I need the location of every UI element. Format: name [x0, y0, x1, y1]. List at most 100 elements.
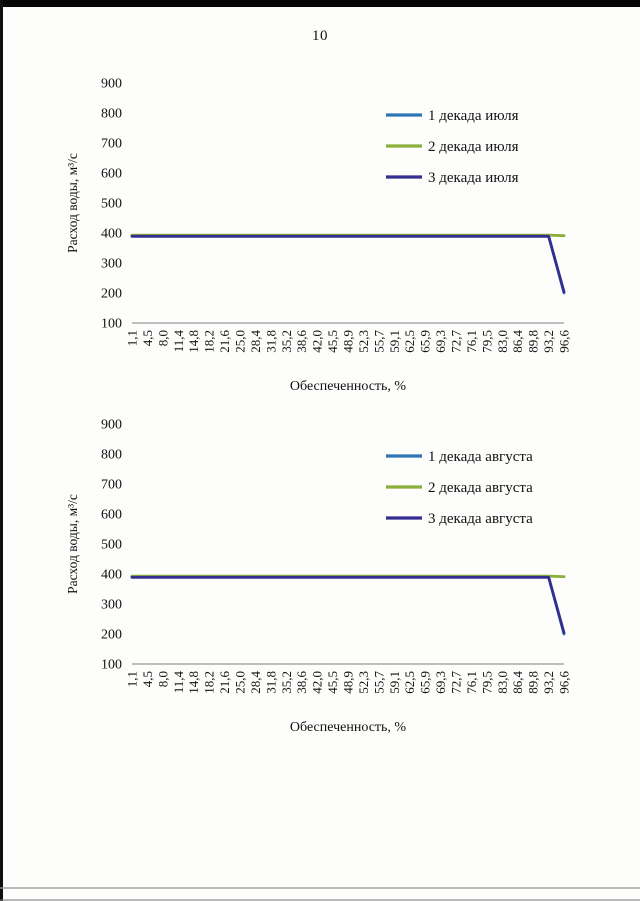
y-axis-tick-label: 700 — [101, 137, 122, 152]
x-axis-tick-label: 55,7 — [371, 671, 386, 694]
x-axis-tick-label: 96,6 — [557, 671, 572, 694]
legend-label: 1 декада июля — [428, 108, 519, 124]
x-axis-tick-label: 8,0 — [155, 330, 170, 346]
x-axis-tick-label: 93,2 — [541, 671, 556, 694]
x-axis-tick-label: 42,0 — [310, 671, 325, 694]
y-axis-tick-label: 200 — [101, 628, 122, 643]
y-axis-tick-label: 200 — [101, 287, 122, 302]
y-axis-tick-label: 400 — [101, 227, 122, 242]
y-axis-tick-label: 500 — [101, 538, 122, 553]
x-axis-tick-label: 72,7 — [449, 330, 464, 353]
x-axis-tick-label: 72,7 — [449, 671, 464, 694]
page-number: 10 — [312, 28, 328, 44]
y-axis-tick-label: 600 — [101, 167, 122, 182]
chart-july-decades: 900 800 700 600 500 400 300 200 100 1,1 4,5 8,0 11,4… — [64, 65, 640, 404]
x-axis-tick-label: 52,3 — [356, 671, 371, 694]
x-axis-tick-label: 89,8 — [526, 330, 541, 353]
x-axis-tick-label: 48,9 — [341, 330, 356, 353]
legend-label: 2 декада августа — [428, 480, 533, 496]
series-line — [130, 575, 566, 635]
scan-artifact-bottom-line — [0, 887, 640, 889]
x-axis-tick-label: 76,1 — [464, 330, 479, 353]
legend-label: 1 декада августа — [428, 449, 533, 465]
x-axis-tick-label: 45,5 — [325, 671, 340, 694]
x-axis-tick-label: 4,5 — [140, 330, 155, 346]
y-axis-tick-label: 500 — [101, 197, 122, 212]
x-axis-tick-label: 93,2 — [541, 330, 556, 353]
x-axis-tick-label: 69,3 — [433, 330, 448, 353]
chart-august-decades: 900 800 700 600 500 400 300 200 100 1,1 4,5 8,0 11,4… — [64, 406, 640, 745]
x-axis-title: Обеспеченность, % — [290, 720, 406, 735]
legend-label: 2 декада июля — [428, 139, 519, 155]
scan-artifact-bottom-edge — [0, 899, 640, 901]
legend-label: 3 декада августа — [428, 511, 533, 527]
x-axis-tick-label: 31,8 — [263, 330, 278, 353]
x-axis-tick-label: 1,1 — [125, 671, 140, 687]
y-axis-tick-label: 800 — [101, 448, 122, 463]
x-axis-tick-label: 21,6 — [217, 671, 232, 694]
x-axis-tick-label: 14,8 — [186, 671, 201, 694]
y-axis-title: Расход воды, м³/с — [65, 153, 80, 253]
x-axis-tick-label: 18,2 — [202, 671, 217, 694]
x-axis-tick-label: 59,1 — [387, 671, 402, 694]
legend-label: 3 декада июля — [428, 170, 519, 186]
y-axis-tick-label: 900 — [101, 77, 122, 92]
x-axis-tick-label: 28,4 — [248, 330, 263, 353]
y-axis-tick-label: 300 — [101, 598, 122, 613]
y-axis-tick-label: 300 — [101, 257, 122, 272]
x-axis-tick-label: 18,2 — [202, 330, 217, 353]
x-axis-tick-label: 42,0 — [310, 330, 325, 353]
series-line — [130, 234, 566, 295]
y-axis-tick-label: 600 — [101, 508, 122, 523]
x-axis-tick-label: 4,5 — [140, 671, 155, 687]
x-axis-tick-label: 28,4 — [248, 671, 263, 694]
x-axis-tick-label: 65,9 — [418, 330, 433, 353]
x-axis-tick-label: 21,6 — [217, 330, 232, 353]
x-axis-tick-label: 86,4 — [510, 671, 525, 694]
x-axis-tick-label: 35,2 — [279, 330, 294, 353]
scan-artifact-top-edge — [0, 0, 640, 7]
y-axis-tick-label: 900 — [101, 418, 122, 433]
y-axis-tick-label: 400 — [101, 568, 122, 583]
x-axis-tick-label: 48,9 — [341, 671, 356, 694]
series-line — [130, 575, 566, 636]
x-axis-tick-label: 8,0 — [155, 671, 170, 687]
x-axis-tick-label: 25,0 — [233, 330, 248, 353]
x-axis-tick-label: 11,4 — [171, 671, 186, 694]
x-axis-tick-label: 86,4 — [510, 330, 525, 353]
x-axis-tick-label: 35,2 — [279, 671, 294, 694]
x-axis-title: Обеспеченность, % — [290, 379, 406, 394]
x-axis-tick-label: 96,6 — [557, 330, 572, 353]
x-axis-tick-label: 65,9 — [418, 671, 433, 694]
x-axis-tick-label: 14,8 — [186, 330, 201, 353]
x-axis-tick-label: 69,3 — [433, 671, 448, 694]
y-axis-tick-label: 700 — [101, 478, 122, 493]
x-axis-tick-label: 76,1 — [464, 671, 479, 694]
scan-artifact-left-edge — [0, 0, 3, 901]
x-axis-tick-label: 89,8 — [526, 671, 541, 694]
x-axis-tick-label: 59,1 — [387, 330, 402, 353]
x-axis-tick-label: 38,6 — [294, 671, 309, 694]
x-axis-tick-label: 11,4 — [171, 330, 186, 353]
x-axis-tick-label: 55,7 — [371, 330, 386, 353]
y-axis-tick-label: 100 — [101, 658, 122, 673]
y-axis-tick-label: 100 — [101, 317, 122, 332]
x-axis-tick-label: 52,3 — [356, 330, 371, 353]
x-axis-tick-label: 25,0 — [233, 671, 248, 694]
x-axis-tick-label: 31,8 — [263, 671, 278, 694]
x-axis-tick-label: 83,0 — [495, 671, 510, 694]
x-axis-tick-label: 79,5 — [479, 671, 494, 694]
y-axis-title: Расход воды, м³/с — [65, 494, 80, 594]
x-axis-tick-label: 79,5 — [479, 330, 494, 353]
x-axis-tick-label: 38,6 — [294, 330, 309, 353]
series-line — [130, 234, 566, 294]
y-axis-tick-label: 800 — [101, 107, 122, 122]
x-axis-tick-label: 83,0 — [495, 330, 510, 353]
x-axis-tick-label: 62,5 — [402, 330, 417, 353]
x-axis-tick-label: 45,5 — [325, 330, 340, 353]
x-axis-tick-label: 1,1 — [125, 330, 140, 346]
x-axis-tick-label: 62,5 — [402, 671, 417, 694]
